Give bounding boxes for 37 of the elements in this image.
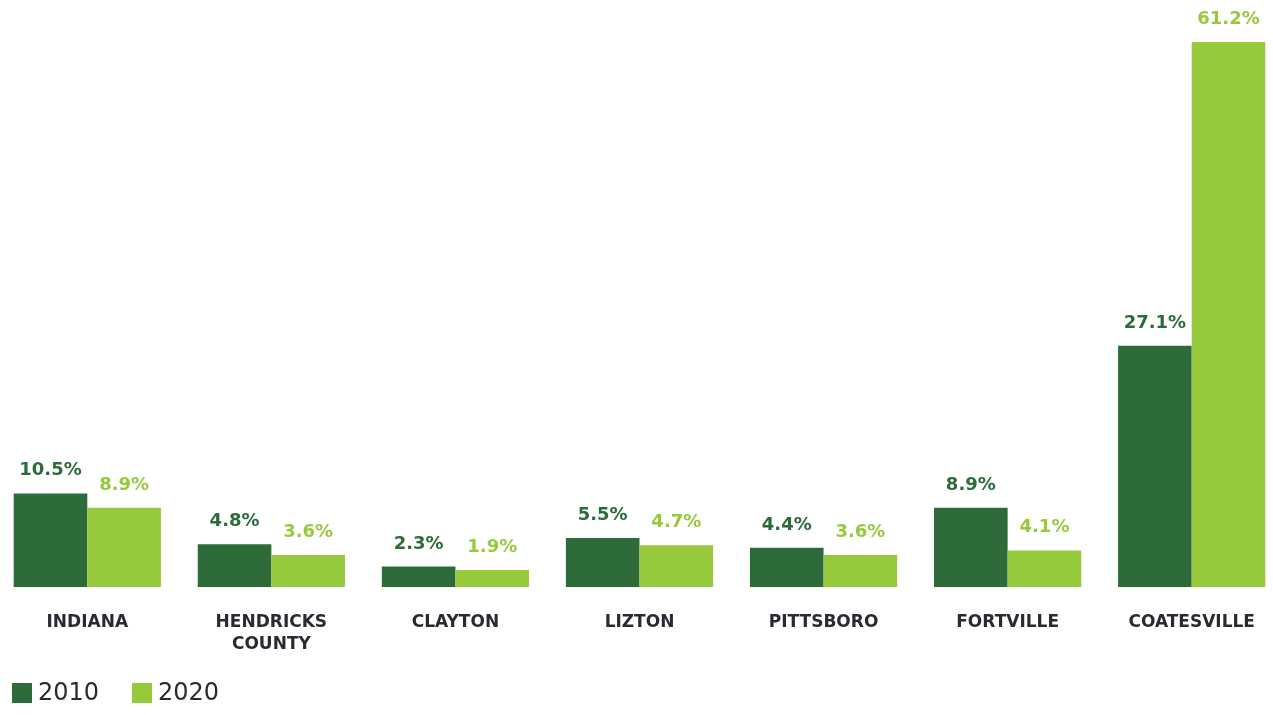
bar [823,554,898,587]
bar [87,507,161,587]
data-label: 4.8% [209,509,260,531]
data-label: 61.2% [1197,7,1260,28]
data-label: 3.6% [835,519,886,541]
bar [749,547,824,587]
bar [197,544,272,587]
data-label: 5.5% [577,503,628,525]
data-label: 27.1% [1123,310,1187,332]
bar [1007,550,1082,587]
bar [271,554,345,587]
bar [1191,42,1266,587]
data-label: 10.5% [19,458,82,480]
data-label: 3.6% [283,519,334,541]
bar [455,570,530,587]
data-label: 1.9% [467,535,518,557]
legend-label: 2010 [38,678,100,706]
x-tick-label: INDIANA [46,610,129,631]
legend-label: 2020 [158,678,220,706]
data-label: 4.1% [1019,515,1070,537]
bar [565,538,640,587]
bar [381,566,456,587]
x-tick-label: PITTSBORO [768,610,879,631]
x-tick-label: LIZTON [604,610,675,631]
x-tick-label: COATESVILLE [1128,610,1255,631]
data-label: 4.7% [651,510,702,532]
x-tick-label: HENDRICKS COUNTY [215,610,328,653]
bar [934,507,1008,587]
x-tick-label: CLAYTON [411,610,500,631]
data-label: 8.9% [945,472,996,494]
data-label: 2.3% [393,531,444,553]
bar [1118,345,1192,587]
data-label: 8.9% [99,472,150,494]
data-label: 4.4% [761,512,812,534]
x-tick-label: FORTVILLE [956,610,1059,631]
bar [13,493,88,587]
bar [639,545,714,587]
